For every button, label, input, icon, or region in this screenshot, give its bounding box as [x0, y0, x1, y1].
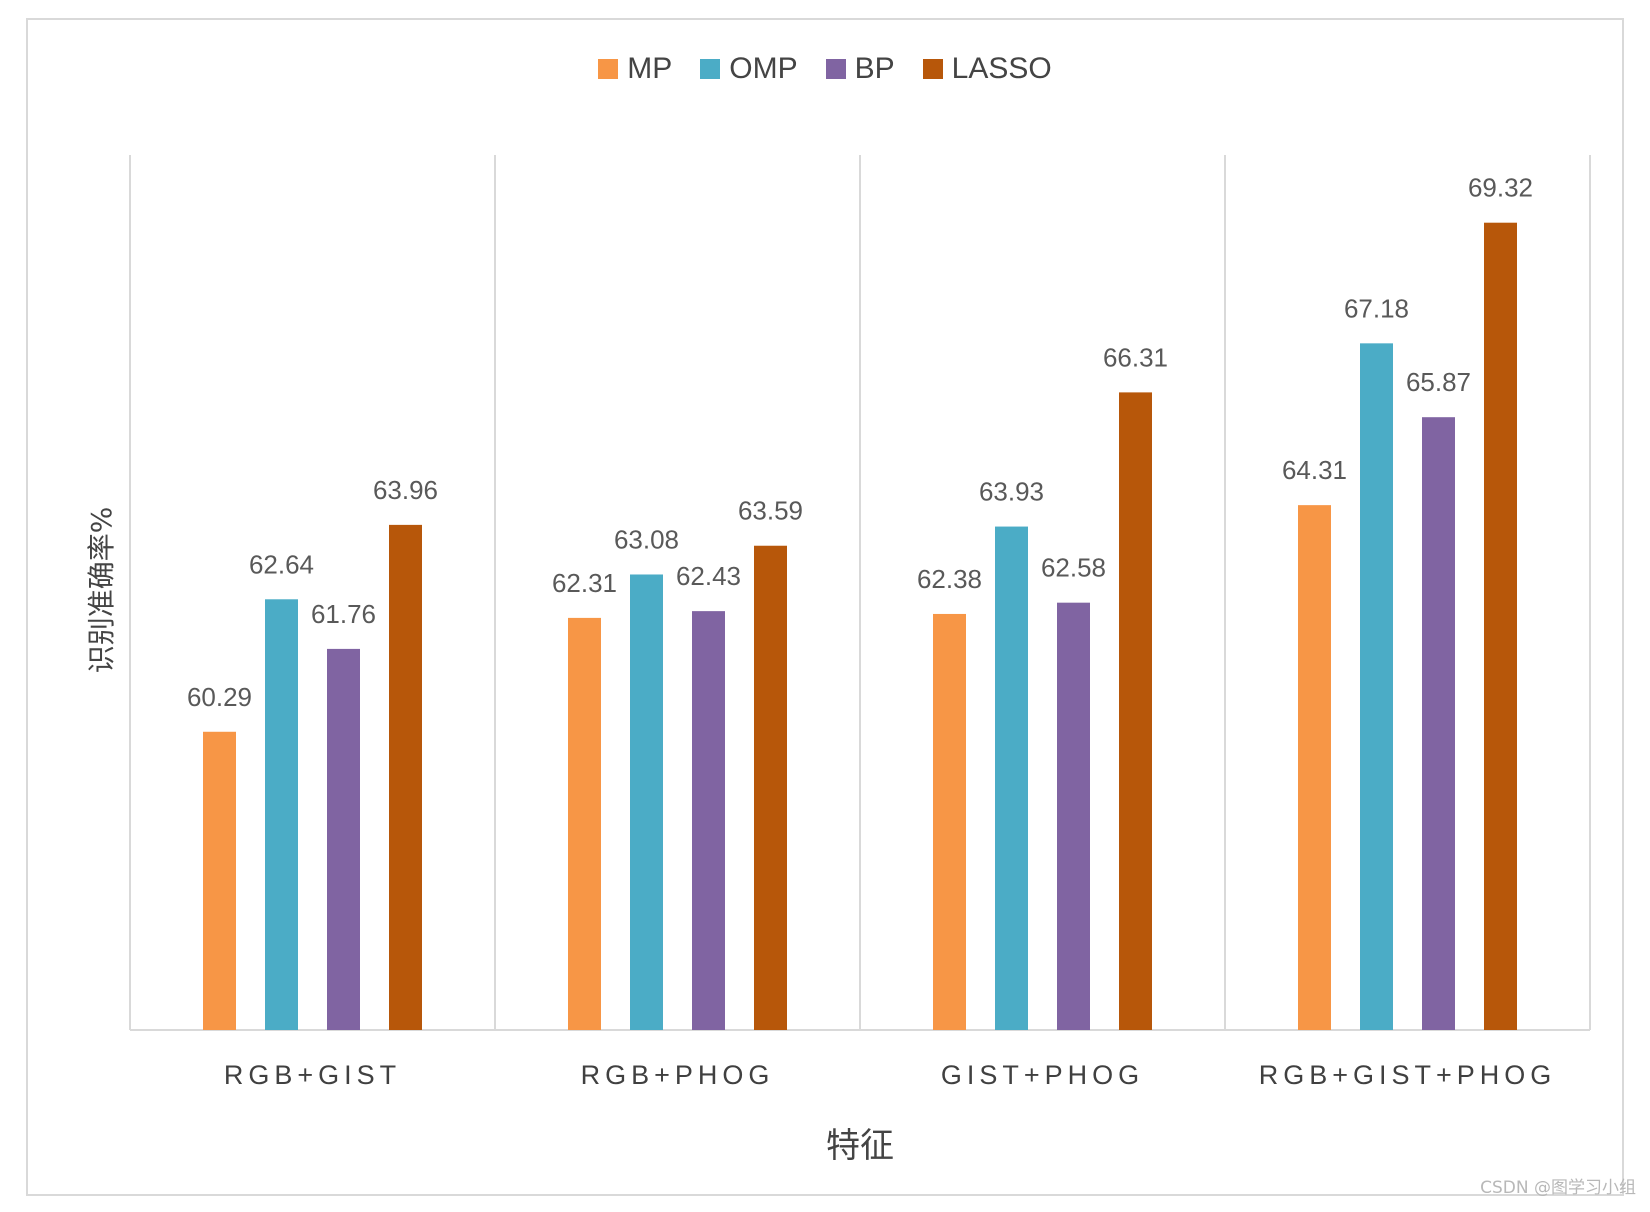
data-label-mp-3: 62.38 [917, 564, 982, 594]
legend-label-bp: BP [854, 52, 895, 85]
bar-mp-2 [568, 617, 601, 1030]
legend-item-mp: MP [598, 52, 672, 86]
bar-bp-1 [327, 648, 360, 1030]
data-label-bp-4: 65.87 [1406, 367, 1471, 397]
data-label-omp-1: 62.64 [249, 549, 314, 579]
bar-omp-2 [630, 574, 663, 1030]
legend-swatch-bp [825, 59, 846, 79]
data-label-omp-4: 67.18 [1344, 293, 1409, 323]
legend-item-lasso: LASSO [922, 52, 1052, 86]
data-label-bp-3: 62.58 [1041, 553, 1106, 583]
data-label-omp-3: 63.93 [979, 477, 1044, 507]
bar-lasso-2 [754, 545, 787, 1030]
legend-item-omp: OMP [700, 52, 798, 86]
bar-lasso-1 [389, 524, 422, 1030]
bar-lasso-4 [1484, 222, 1517, 1030]
bar-bp-2 [692, 611, 725, 1030]
data-label-lasso-2: 63.59 [738, 496, 803, 526]
data-label-bp-1: 61.76 [311, 599, 376, 629]
legend-swatch-mp [598, 59, 619, 79]
bar-mp-3 [933, 613, 966, 1030]
bar-omp-4 [1360, 343, 1393, 1030]
x-tick-label: RGB+GIST [224, 1060, 401, 1090]
watermark: CSDN @图学习小组 [1480, 1178, 1636, 1198]
bar-omp-3 [995, 526, 1028, 1030]
data-label-bp-2: 62.43 [676, 561, 741, 591]
bar-bp-3 [1057, 602, 1090, 1030]
data-label-lasso-4: 69.32 [1468, 173, 1533, 203]
x-tick-label: GIST+PHOG [941, 1060, 1144, 1090]
legend-label-mp: MP [627, 52, 673, 85]
x-axis-title: 特征 [826, 1126, 894, 1166]
data-label-lasso-1: 63.96 [373, 475, 438, 505]
legend-label-lasso: LASSO [951, 52, 1052, 85]
data-label-mp-1: 60.29 [187, 682, 252, 712]
data-label-mp-4: 64.31 [1282, 455, 1347, 485]
bar-omp-1 [265, 599, 298, 1030]
legend-item-bp: BP [825, 52, 895, 86]
data-label-lasso-3: 66.31 [1103, 342, 1168, 372]
data-label-omp-2: 63.08 [614, 524, 679, 554]
x-tick-label: RGB+PHOG [581, 1060, 775, 1090]
bar-bp-4 [1422, 417, 1455, 1030]
bar-mp-4 [1298, 505, 1331, 1030]
y-axis-title: 识别准确率% [85, 506, 118, 674]
legend-swatch-omp [700, 59, 721, 79]
data-label-mp-2: 62.31 [552, 568, 617, 598]
x-tick-label: RGB+GIST+PHOG [1259, 1060, 1557, 1090]
legend-swatch-lasso [922, 59, 943, 79]
bar-mp-1 [203, 731, 236, 1030]
bar-lasso-3 [1119, 392, 1152, 1030]
legend: MP OMP BP LASSO [0, 52, 1650, 86]
legend-label-omp: OMP [729, 52, 798, 85]
